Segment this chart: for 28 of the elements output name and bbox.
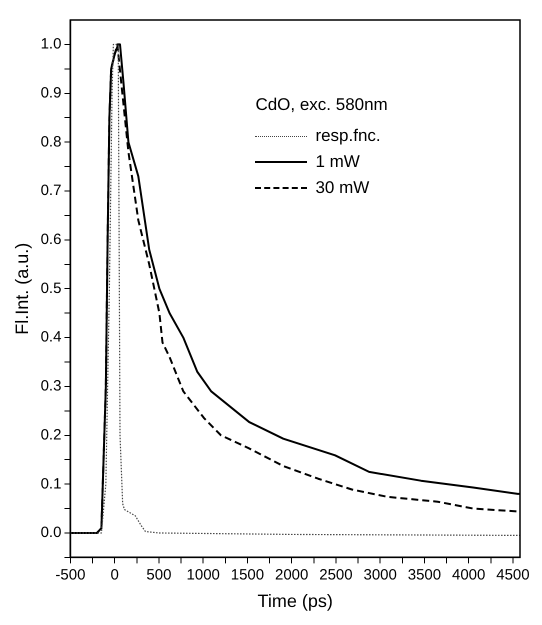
y-tick-label: 0.2 [40,426,62,444]
y-tick-label: 1.0 [40,36,62,53]
y-tick-label: 0.6 [40,230,62,248]
x-tick-label: 1500 [230,566,264,584]
y-tick-label: 0.0 [40,524,62,542]
y-tick-label: 0.5 [40,280,62,297]
x-tick-label: -500 [55,566,86,584]
x-tick-label: 500 [146,566,172,584]
x-tick-label: 3000 [363,566,397,584]
x-tick-label: 4500 [496,566,530,584]
x-tick-label: 2000 [275,566,308,584]
legend-title: CdO, exc. 580nm [255,95,388,115]
x-tick-label: 2500 [319,566,353,584]
legend-label: 30 mW [315,178,370,198]
legend-label: resp.fnc. [315,126,381,146]
y-axis-title: Fl.Int. (a.u.) [12,242,32,335]
legend-label: 1 mW [315,152,360,172]
x-tick-label: 1000 [186,566,220,584]
x-tick-label: 0 [110,566,119,584]
x-axis-title: Time (ps) [258,591,333,612]
y-tick-label: 0.8 [40,133,62,150]
y-tick-label: 0.4 [40,328,62,346]
y-tick-label: 0.7 [40,182,62,200]
y-tick-label: 0.3 [40,378,62,395]
x-tick-label: 4000 [452,566,486,584]
y-tick-label: 0.1 [40,475,62,492]
x-tick-label: 3500 [408,566,442,584]
y-tick-label: 0.9 [40,84,62,102]
